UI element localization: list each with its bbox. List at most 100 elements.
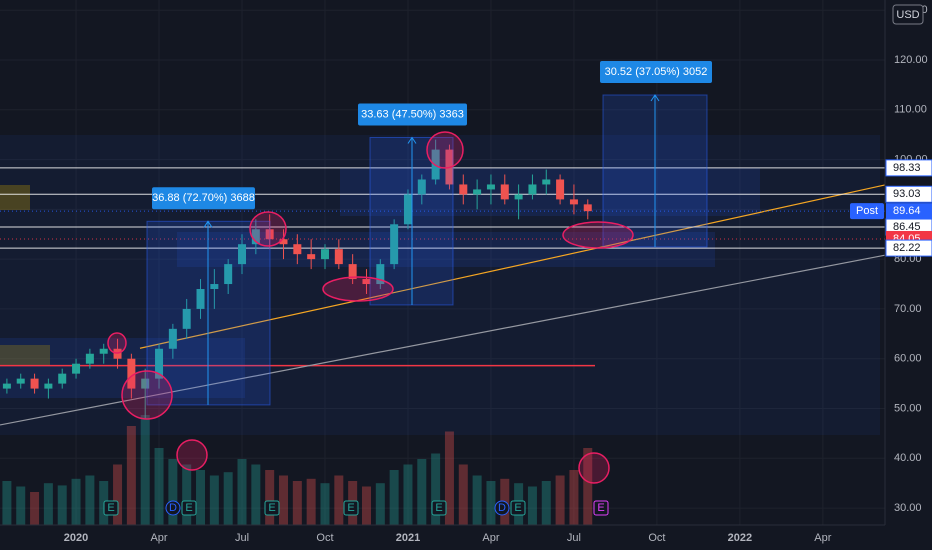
candle-body [85,353,94,364]
candle-body [16,378,25,384]
event-label: D [498,502,506,514]
zone [0,185,30,210]
x-tick-label: Jul [235,532,249,544]
trendline [139,184,886,349]
volume-bar [209,475,219,525]
event: E [593,500,609,516]
y-tick-label: 110.00 [894,104,927,116]
currency-box[interactable] [892,4,924,25]
measure-label-box [152,187,255,210]
candle-body [528,184,537,195]
event: E [181,500,197,516]
y-tick-label: 30.00 [894,502,922,514]
candle-body [238,244,247,265]
candle-body [196,289,205,309]
x-tick-label: Apr [150,532,167,544]
candle-body [251,229,260,245]
volume-bar [71,478,81,525]
volume-bar [182,464,192,525]
currency-label[interactable]: USD [896,9,919,21]
highlight [249,211,287,247]
level-tag [885,159,932,177]
candle-body [486,184,495,190]
volume-bar [320,483,330,525]
candle-body [334,249,343,265]
post-tag [850,203,884,220]
event-label: E [347,502,354,514]
candle-body [293,244,302,255]
volume-bar [361,486,371,525]
zone [0,345,50,365]
candle-body [141,378,150,389]
level-tag-label: 82.22 [893,242,921,254]
post-tag-label: Post [856,205,878,217]
event-label: E [597,502,604,514]
volume-bar [251,464,261,525]
event-label: D [169,502,177,514]
volume-bar [486,481,496,525]
candle-body [403,194,412,225]
candle-body [182,308,191,329]
highlight [107,332,127,354]
event-label: E [107,502,114,514]
volume-bar [2,481,12,525]
event-label: E [268,502,275,514]
candle-body [459,184,468,195]
x-tick-label: 2021 [396,532,420,544]
volume-bar [375,483,385,525]
y-tick-label: 40.00 [894,452,922,464]
volume-bar [403,464,413,525]
y-tick-label: 60.00 [894,353,922,365]
candle-body [72,363,81,374]
volume-bar [444,431,454,525]
x-tick-label: Oct [316,532,333,544]
annotations [107,131,634,484]
measure-label-box [600,60,712,83]
x-tick-label: Apr [482,532,499,544]
candle-body [99,348,108,354]
candle-body [58,373,67,384]
candle-body [320,249,329,260]
x-tick-label: Jul [567,532,581,544]
measure-label: 33.63 (47.50%) 3363 [361,108,464,120]
measure-label: 30.52 (37.05%) 3052 [605,66,708,78]
x-tick-label: 2020 [64,532,88,544]
highlight [121,370,173,420]
candle-body [583,204,592,212]
candle-body [30,378,39,389]
level-tag-label: 89.64 [893,205,921,217]
candle-body [127,358,136,389]
volume-bar [126,426,136,525]
volume-bar [168,459,178,525]
candle-body [473,189,482,195]
volume-bar [334,475,344,525]
level-tag [886,203,932,220]
x-tick-label: Oct [648,532,665,544]
event-label: E [435,502,442,514]
volume-bar [555,475,565,525]
volume-bar [265,470,275,525]
candle-body [376,264,385,285]
candle-body [2,383,11,389]
time-axis [0,525,885,550]
candle-body [224,264,233,285]
event: E [510,500,526,516]
candle-body [210,284,219,290]
volume-bar [292,481,302,525]
y-tick-label: 120.00 [894,54,928,66]
event-label: E [185,502,192,514]
event-label: E [514,502,521,514]
highlight [578,452,610,484]
y-tick-label: 50.00 [894,402,922,414]
level-tag [885,185,932,203]
volume-bar [237,459,247,525]
currency-button[interactable]: USD [892,4,924,25]
candle-body [168,328,177,349]
volume-bar [279,475,288,525]
volume-bar [30,492,40,525]
highlight [176,439,208,471]
volume-bar [43,483,53,525]
highlight [322,276,394,302]
marks: 36.88 (72.70%) 3688 33.63 (47.50%) 3363 30… [0,60,886,525]
candle-body [417,179,426,195]
